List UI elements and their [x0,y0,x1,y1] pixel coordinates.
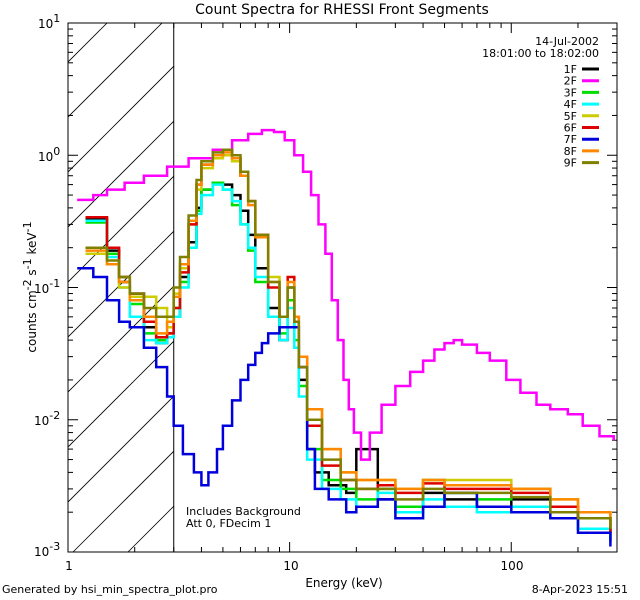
annotation-background: Includes Background [186,505,301,518]
chart-title: Count Spectra for RHESSI Front Segments [195,2,489,18]
x-tick-label: 100 [501,559,524,573]
hatch-line [68,65,174,173]
footer-timestamp: 8-Apr-2023 15:51 [531,583,628,596]
legend-label-8F: 8F [564,145,577,158]
date-label: 14-Jul-2002 [535,35,599,48]
x-axis-label: Energy (keV) [305,576,382,590]
legend-label-7F: 7F [564,133,577,146]
series-line-7F [77,266,612,547]
legend-label-2F: 2F [564,75,577,88]
y-tick-label: 10-1 [34,277,60,296]
hatch-line [68,23,163,118]
y-tick-label: 100 [38,145,60,164]
legend-label-5F: 5F [564,110,577,123]
series-line-8F [85,151,612,525]
series-line-3F [85,181,612,537]
legend-label-9F: 9F [564,157,577,170]
hatch-line [68,285,174,393]
annotation-attenuator: Att 0, FDecim 1 [186,517,271,530]
legend-label-1F: 1F [564,63,577,76]
y-tick-labels: 101 100 10-1 10-2 10-3 [34,12,60,559]
hatch-line [68,23,108,63]
series-line-2F [77,128,615,461]
footer-generated-by: Generated by hsi_min_spectra_plot.pro [2,583,218,596]
hatch-line [68,175,174,283]
hatched-region [68,0,640,552]
x-tick-label: 10 [283,559,298,573]
x-tick-labels: 1 10 100 [65,559,523,573]
legend-label-4F: 4F [564,98,577,111]
y-axis-label: counts cm-2 s-1 keV-1 [21,221,39,352]
hatch-line [68,395,174,503]
series-line-9F [85,148,612,529]
hatch-line [238,0,640,552]
legend-label-3F: 3F [564,86,577,99]
y-tick-label: 101 [38,12,60,31]
series-lines [77,128,615,547]
legend-label-6F: 6F [564,122,577,135]
hatch-line [68,340,174,448]
y-tick-label: 10-2 [34,409,60,428]
plot-frame [67,22,618,553]
time-range-label: 18:01:00 to 18:02:00 [482,47,599,60]
hatch-line [68,230,174,338]
x-tick-label: 1 [65,559,73,573]
hatch-line [72,450,174,552]
y-tick-label: 10-3 [34,540,60,559]
